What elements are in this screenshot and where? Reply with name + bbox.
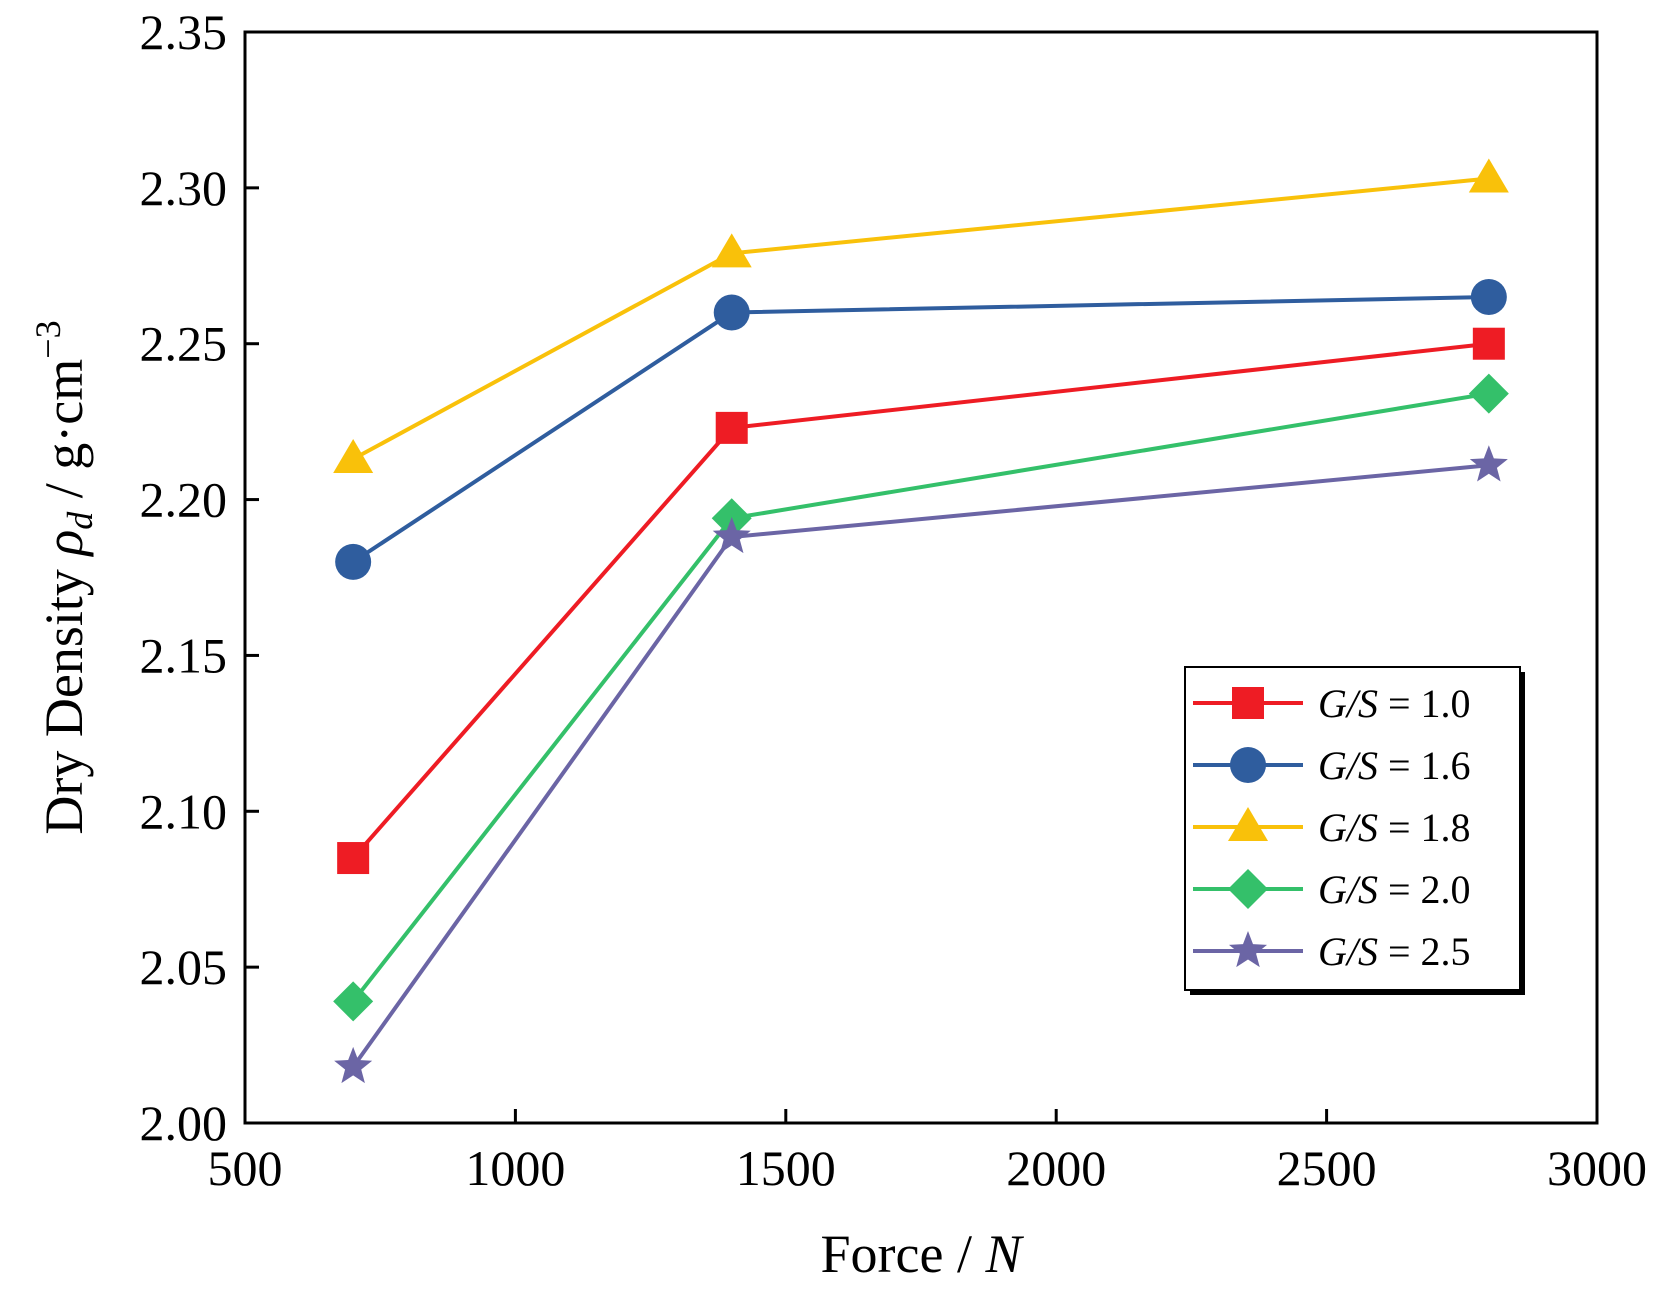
legend-label: G/S = 1.0 <box>1318 681 1471 726</box>
legend-item: G/S = 1.0 <box>1193 681 1471 726</box>
y-axis-title-subscript: d <box>60 511 100 530</box>
y-axis-title-symbol: ρ <box>34 530 94 558</box>
data-point-diamond <box>333 981 374 1022</box>
legend-marker-triangle <box>1228 807 1268 841</box>
y-tick-label: 2.10 <box>140 783 228 839</box>
y-tick-label: 2.15 <box>140 627 228 683</box>
y-tick-label: 2.25 <box>140 316 228 372</box>
series-1 <box>337 327 1505 875</box>
y-tick-label: 2.20 <box>140 472 228 528</box>
legend-label: G/S = 1.6 <box>1318 743 1471 788</box>
data-point-triangle <box>1468 158 1509 193</box>
data-point-triangle <box>711 233 752 268</box>
x-tick-label: 500 <box>208 1140 283 1196</box>
tick-layer: 500 1000 1500 2000 2500 3000 2.00 2.05 2.10 2.15 2… <box>140 4 1648 1196</box>
y-axis-title-unit: / g·cm <box>34 359 94 512</box>
legend-marker-circle <box>1230 747 1266 783</box>
x-tick-label: 1000 <box>465 1140 565 1196</box>
y-tick-label: 2.35 <box>140 4 228 60</box>
svg-text:Dry Density ρd / g·cm−3: Dry Density ρd / g·cm−3 <box>28 320 100 834</box>
data-point-diamond <box>1468 373 1509 414</box>
data-point-star <box>334 1046 373 1084</box>
data-point-star <box>712 516 751 554</box>
x-tick-label: 1500 <box>736 1140 836 1196</box>
data-point-square <box>715 411 748 444</box>
legend-label: G/S = 2.0 <box>1318 867 1471 912</box>
legend-item: G/S = 2.0 <box>1193 867 1471 912</box>
y-tick-label: 2.00 <box>140 1095 228 1151</box>
y-axis-title-text: Dry Density <box>34 556 94 835</box>
legend-marker-diamond <box>1228 869 1268 909</box>
legend-marker-star <box>1228 931 1268 968</box>
y-axis-title: Dry Density ρd / g·cm−3 <box>28 320 100 834</box>
series-line <box>352 176 1490 461</box>
legend-label: G/S = 2.5 <box>1318 929 1471 974</box>
y-axis-title-superscript: −3 <box>28 320 68 358</box>
legend-marker-square <box>1232 687 1264 719</box>
x-axis-title-text: Force / <box>821 1224 986 1284</box>
x-axis-title-var: N <box>984 1224 1024 1284</box>
legend: G/S = 1.0 G/S = 1.6 G/S = 1.8 G/S = 2.0 G/S … <box>1184 666 1525 995</box>
legend-item: G/S = 1.6 <box>1193 743 1471 788</box>
x-tick-label: 2500 <box>1277 1140 1377 1196</box>
legend-item: G/S = 2.5 <box>1193 929 1471 974</box>
legend-item: G/S = 1.8 <box>1193 805 1471 850</box>
legend-label: G/S = 1.8 <box>1318 805 1471 850</box>
series-3 <box>333 158 1509 474</box>
plot-frame <box>243 30 1599 1125</box>
data-point-circle <box>1470 278 1507 315</box>
x-tick-label: 3000 <box>1547 1140 1647 1196</box>
x-tick-label: 2000 <box>1006 1140 1106 1196</box>
data-point-square <box>337 842 370 875</box>
series-2 <box>335 278 1507 580</box>
series-layer <box>333 158 1509 1084</box>
data-point-triangle <box>333 439 374 474</box>
y-tick-label: 2.05 <box>140 939 228 995</box>
data-point-square <box>1472 327 1505 360</box>
series-line <box>352 294 1489 564</box>
x-axis-title: Force / N <box>821 1224 1025 1284</box>
series-5 <box>334 445 1508 1084</box>
y-tick-label: 2.30 <box>140 160 228 216</box>
data-point-star <box>1469 445 1508 482</box>
data-point-circle <box>335 543 372 580</box>
data-point-circle <box>713 294 750 331</box>
